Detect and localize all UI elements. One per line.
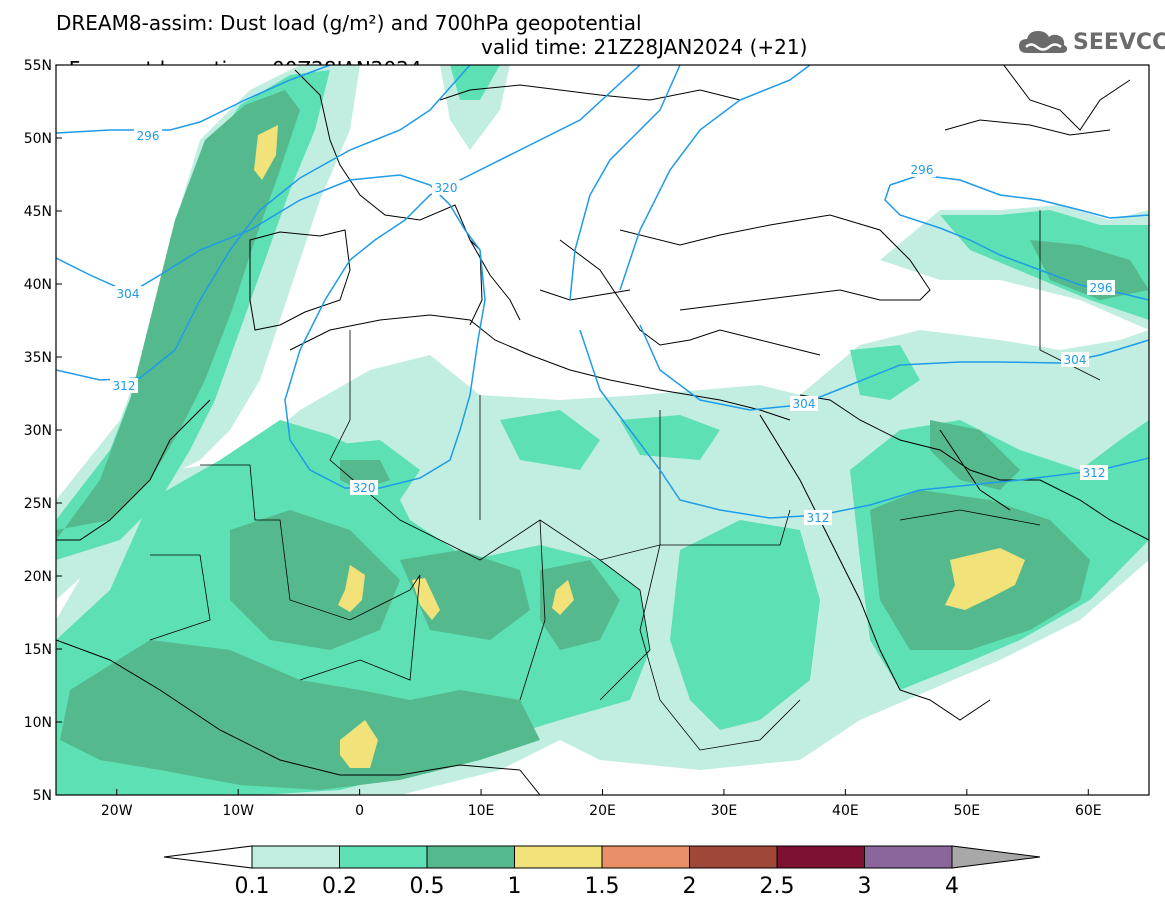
contour-label-bg: [1080, 465, 1108, 480]
colorbar-under-arrow: [163, 845, 253, 869]
seevccc-logo: SEEVCCC: [1017, 26, 1165, 58]
colorbar: 0.1 0.2 0.5 1 1.5 2 2.5 3 4: [163, 845, 1041, 899]
dust-band-0.5: [56, 90, 1149, 790]
colorbar-swatch: [426, 845, 515, 869]
contour-label: 312: [113, 379, 136, 393]
latitude-axis: 55N 50N 45N 40N 35N 30N 25N 20N 15N 10N 5N: [24, 58, 62, 804]
lat-tick-label: 45N: [24, 204, 52, 220]
valid-time: valid time: 21Z28JAN2024 (+21): [481, 35, 808, 59]
map-title: DREAM8-assim: Dust load (g/m²) and 700hP…: [56, 11, 642, 35]
contour-label-bg: [790, 396, 818, 411]
lat-tick-label: 35N: [24, 350, 52, 366]
contour-label-bg: [908, 162, 936, 177]
lat-tick-label: 40N: [24, 277, 52, 293]
contour-label: 296: [911, 163, 934, 177]
lon-tick-label: 60E: [1075, 803, 1102, 819]
lat-tick-label: 25N: [24, 496, 52, 512]
colorbar-swatch: [514, 845, 603, 869]
colorbar-label: 0.1: [235, 874, 270, 899]
contour-label: 304: [793, 397, 816, 411]
contour-labels: 296 304 312 320 320 296 296 304 304 312 312: [110, 128, 1115, 525]
colorbar-swatch: [776, 845, 865, 869]
lat-tick-label: 15N: [24, 642, 52, 658]
logo-text: SEEVCCC: [1073, 29, 1165, 55]
lon-tick-label: 20W: [101, 803, 133, 819]
lat-tick-label: 55N: [24, 58, 52, 74]
lat-tick-label: 20N: [24, 569, 52, 585]
contour-label-bg: [350, 480, 378, 495]
colorbar-label: 2.5: [760, 874, 795, 899]
lat-tick-label: 5N: [33, 788, 52, 804]
lon-tick-label: 30E: [711, 803, 738, 819]
lat-tick-label: 30N: [24, 423, 52, 439]
colorbar-label: 3: [858, 874, 872, 899]
dust-band-1: [254, 125, 1025, 768]
colorbar-over-arrow: [951, 845, 1041, 869]
contour-label: 312: [1083, 466, 1106, 480]
lon-tick-label: 50E: [953, 803, 980, 819]
contour-label-bg: [110, 378, 138, 393]
contour-label-bg: [804, 510, 832, 525]
contour-label: 304: [117, 287, 140, 301]
colorbar-label: 1: [508, 874, 522, 899]
colorbar-label: 1.5: [585, 874, 620, 899]
lat-tick-label: 10N: [24, 715, 52, 731]
contour-label-bg: [432, 180, 460, 195]
contour-label-bg: [114, 286, 142, 301]
contour-label-bg: [1061, 352, 1089, 367]
country-borders: [149, 210, 1101, 751]
coastlines: [56, 65, 1149, 795]
colorbar-swatch: [339, 845, 428, 869]
cloud-icon: [1019, 31, 1068, 53]
colorbar-swatch: [251, 845, 340, 869]
contour-label: 296: [137, 129, 160, 143]
lon-tick-label: 10E: [468, 803, 495, 819]
colorbar-swatch: [864, 845, 953, 869]
contour-label: 312: [807, 511, 830, 525]
lat-tick-label: 50N: [24, 131, 52, 147]
contour-label: 304: [1064, 353, 1087, 367]
lon-tick-label: 10W: [222, 803, 254, 819]
colorbar-label: 0.2: [322, 874, 357, 899]
colorbar-label: 0.5: [410, 874, 445, 899]
colorbar-swatch: [689, 845, 778, 869]
longitude-axis: 20W 10W 0 10E 20E 30E 40E 50E 60E: [101, 789, 1102, 819]
colorbar-swatch: [601, 845, 690, 869]
lon-tick-label: 20E: [589, 803, 616, 819]
contour-label: 320: [353, 481, 376, 495]
colorbar-label: 2: [683, 874, 697, 899]
contour-label-bg: [134, 128, 162, 143]
dust-load-field: [56, 65, 1149, 795]
lon-tick-label: 40E: [832, 803, 859, 819]
contour-label-bg: [1087, 280, 1115, 295]
colorbar-label: 4: [945, 874, 959, 899]
contour-label: 320: [435, 181, 458, 195]
contour-label: 296: [1090, 281, 1113, 295]
lon-tick-label: 0: [355, 803, 364, 819]
